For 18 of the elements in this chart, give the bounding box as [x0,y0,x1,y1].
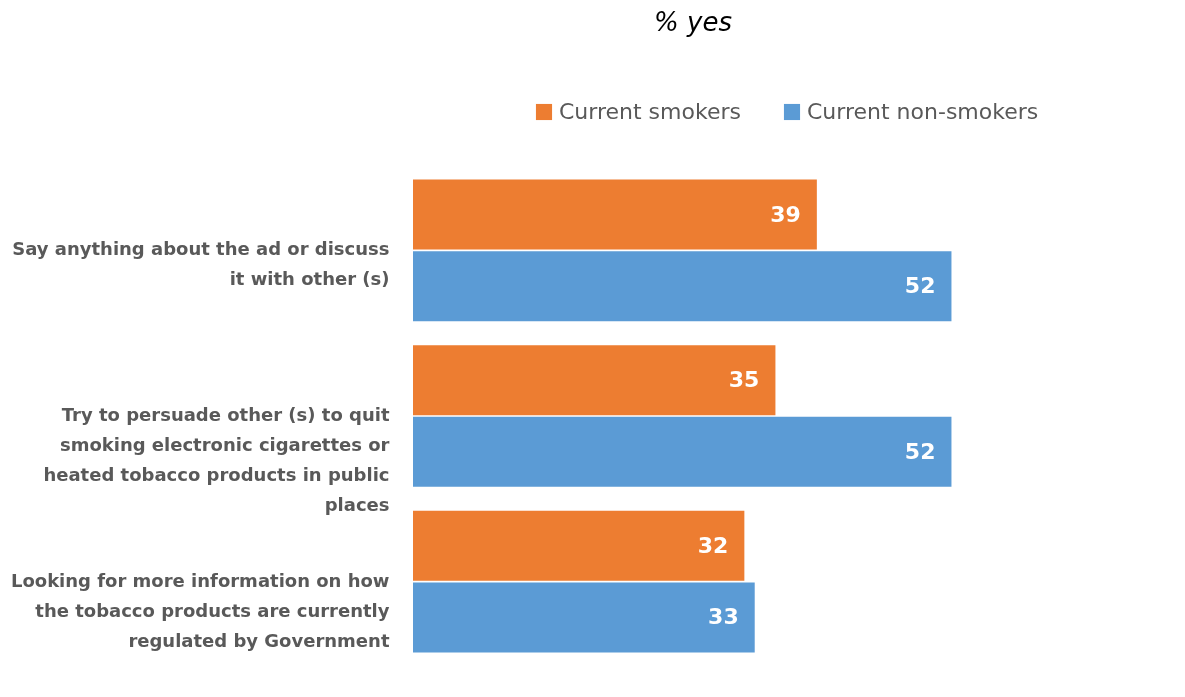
y-tick-label: Try to persuade other (s) to quit smoking electronic cigarettes or heated tobacco products in public places [43,404,390,515]
data-label: 52 [904,273,936,299]
bar [413,510,745,581]
bar [413,345,776,416]
bar [413,416,952,487]
data-label: 39 [770,201,801,227]
bar [413,582,755,653]
bar [413,251,952,322]
data-label: 35 [728,367,760,393]
legend-label: Current smokers [559,99,741,124]
y-tick-label: Looking for more information on how the tobacco products are currently regulated by Government [10,569,390,651]
legend-label: Current non-smokers [807,99,1039,124]
data-label: 33 [708,604,739,630]
chart-title: % yes [654,7,732,37]
data-label: 52 [904,438,936,464]
data-label: 32 [697,532,729,558]
bar [413,179,817,250]
y-tick-label: Say anything about the ad or discuss it with other (s) [12,238,390,290]
